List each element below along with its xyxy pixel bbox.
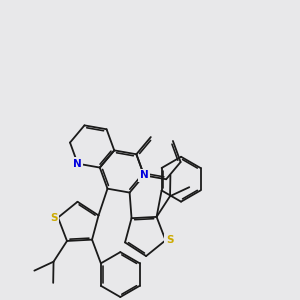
Text: N: N [140, 170, 148, 180]
Text: S: S [166, 235, 173, 245]
Text: N: N [73, 159, 82, 169]
Text: S: S [50, 213, 58, 223]
